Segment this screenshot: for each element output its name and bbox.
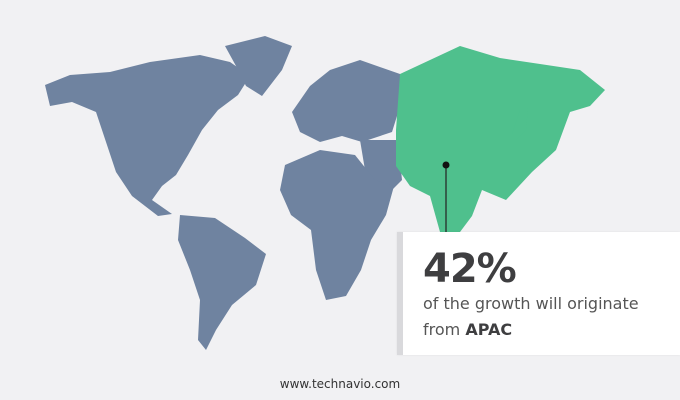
callout-card: 42% of the growth will originate from AP… (397, 232, 680, 355)
callout-region: APAC (465, 320, 513, 339)
south-america (178, 215, 266, 350)
footer-url: www.technavio.com (279, 377, 401, 391)
europe (292, 60, 402, 142)
growth-percentage: 42% (423, 246, 517, 292)
callout-prefix: from (423, 320, 461, 339)
callout-dot (442, 161, 450, 169)
north-america (45, 55, 250, 216)
japan (512, 108, 528, 140)
africa (280, 150, 394, 300)
callout-region-line: from APAC (423, 320, 512, 339)
middle-east (360, 140, 402, 196)
greenland (225, 36, 292, 96)
asia (396, 46, 605, 232)
callout-text: of the growth will originate (423, 294, 639, 313)
